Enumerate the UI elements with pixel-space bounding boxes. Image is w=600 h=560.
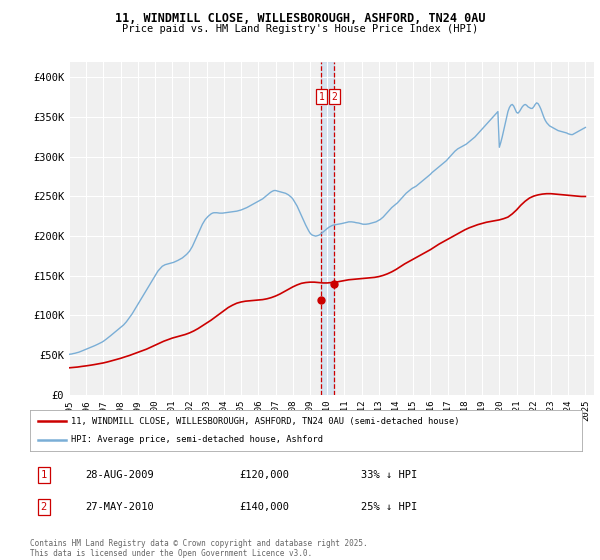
Text: 11, WINDMILL CLOSE, WILLESBOROUGH, ASHFORD, TN24 0AU: 11, WINDMILL CLOSE, WILLESBOROUGH, ASHFO… <box>115 12 485 25</box>
Text: 28-AUG-2009: 28-AUG-2009 <box>85 470 154 479</box>
Text: 11, WINDMILL CLOSE, WILLESBOROUGH, ASHFORD, TN24 0AU (semi-detached house): 11, WINDMILL CLOSE, WILLESBOROUGH, ASHFO… <box>71 417 460 426</box>
Text: HPI: Average price, semi-detached house, Ashford: HPI: Average price, semi-detached house,… <box>71 436 323 445</box>
Text: 27-MAY-2010: 27-MAY-2010 <box>85 502 154 512</box>
Text: 1: 1 <box>319 92 324 101</box>
Text: 2: 2 <box>331 92 337 101</box>
Text: 1: 1 <box>41 470 47 479</box>
Text: Price paid vs. HM Land Registry's House Price Index (HPI): Price paid vs. HM Land Registry's House … <box>122 24 478 34</box>
Text: 33% ↓ HPI: 33% ↓ HPI <box>361 470 418 479</box>
Bar <box>322 62 334 395</box>
Text: 2: 2 <box>41 502 47 512</box>
Text: £120,000: £120,000 <box>240 470 290 479</box>
Text: Contains HM Land Registry data © Crown copyright and database right 2025.
This d: Contains HM Land Registry data © Crown c… <box>30 539 368 558</box>
Text: 25% ↓ HPI: 25% ↓ HPI <box>361 502 418 512</box>
Text: £140,000: £140,000 <box>240 502 290 512</box>
